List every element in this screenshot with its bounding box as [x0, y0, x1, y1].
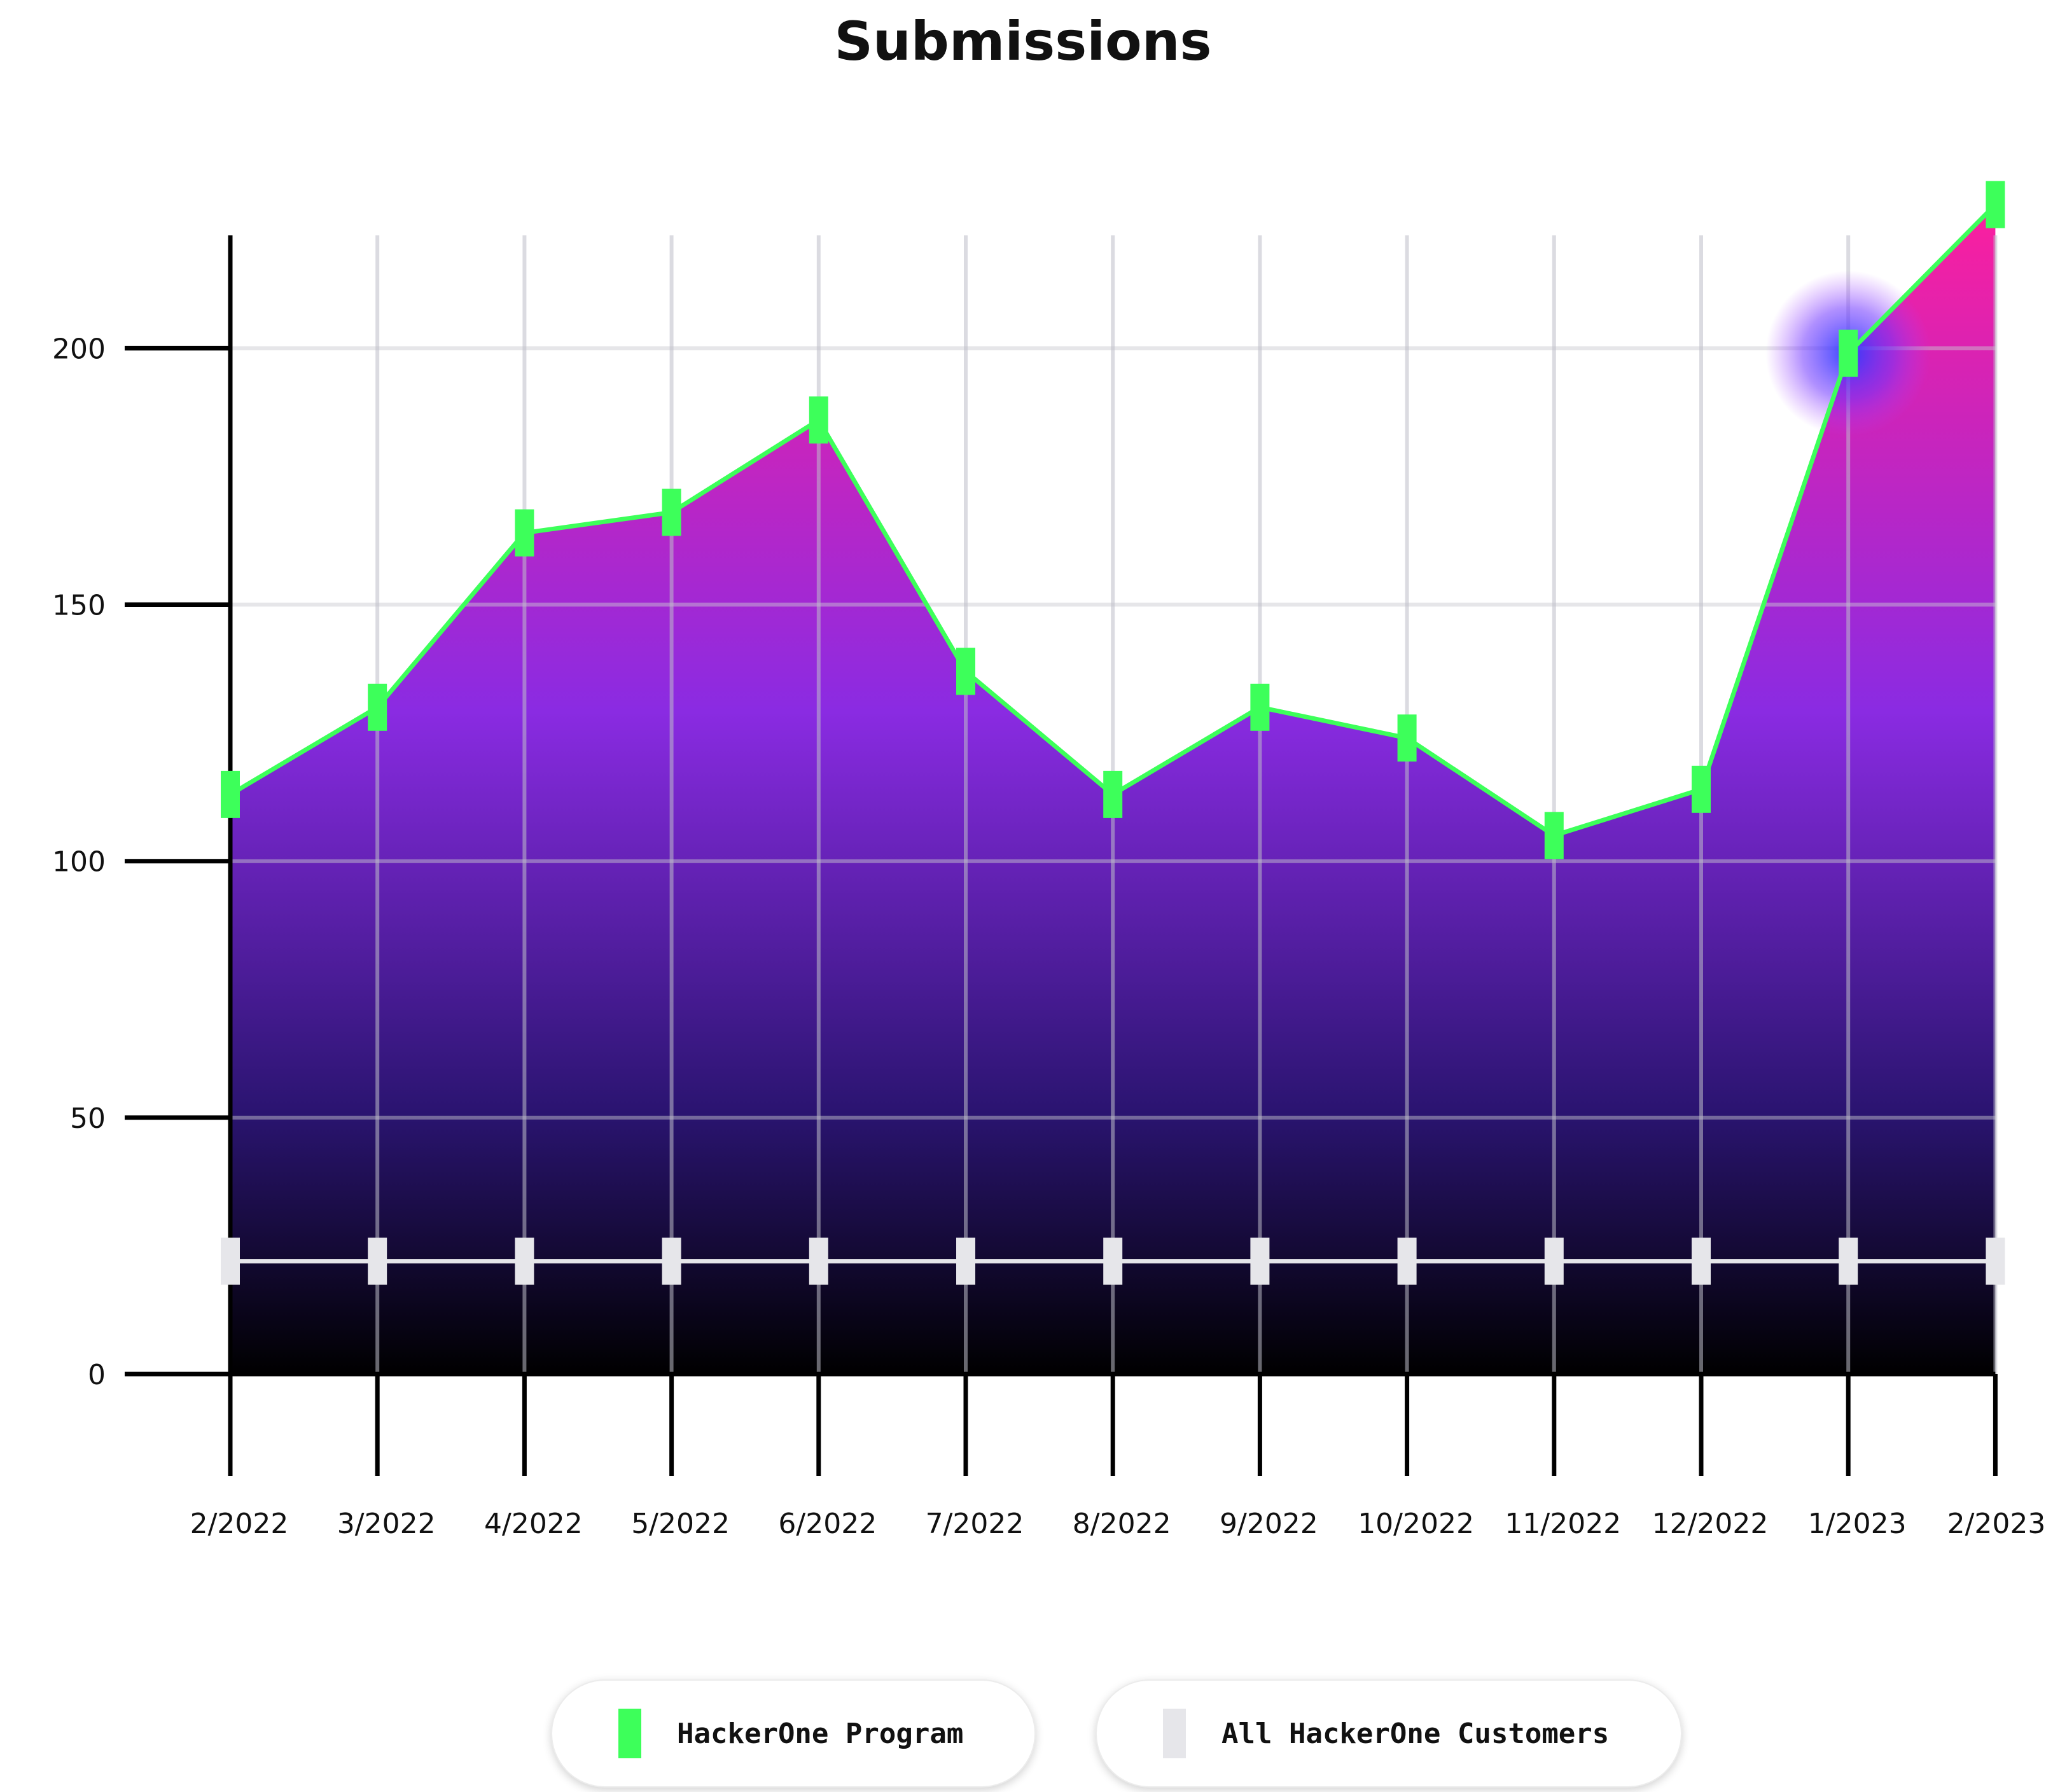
marker-hackerone-program [662, 489, 681, 536]
x-tick-label: 12/2022 [1652, 1508, 1769, 1540]
x-tick-label: 8/2022 [1073, 1508, 1171, 1540]
marker-hackerone-program [809, 396, 828, 444]
marker-all-customers [956, 1237, 975, 1285]
marker-hackerone-program [1986, 181, 2005, 228]
chart-title: Submissions [834, 10, 1212, 73]
legend-item-all-customers[interactable]: All HackerOne Customers [1096, 1679, 1682, 1788]
x-tick-label: 11/2022 [1505, 1508, 1621, 1540]
legend-item-hackerone-program[interactable]: HackerOne Program [551, 1679, 1036, 1788]
x-tick-label: 9/2022 [1220, 1508, 1318, 1540]
marker-all-customers [368, 1237, 387, 1285]
y-tick-label: 50 [70, 1102, 106, 1135]
marker-hackerone-program [1397, 714, 1417, 762]
y-tick-label: 100 [52, 846, 106, 879]
x-tick-label: 2/2022 [190, 1508, 289, 1540]
legend-swatch-hackerone-program [618, 1709, 641, 1758]
marker-hackerone-program [1839, 330, 1858, 377]
x-tick-label: 4/2022 [484, 1508, 583, 1540]
y-tick-label: 0 [88, 1359, 106, 1391]
y-tick-label: 200 [52, 333, 106, 365]
marker-hackerone-program [1692, 765, 1711, 813]
marker-hackerone-program [1544, 812, 1564, 859]
marker-all-customers [1250, 1237, 1270, 1285]
marker-all-customers [809, 1237, 828, 1285]
marker-hackerone-program [515, 509, 534, 557]
marker-all-customers [1397, 1237, 1417, 1285]
marker-hackerone-program [1250, 683, 1270, 731]
x-tick-label: 1/2023 [1808, 1508, 1907, 1540]
marker-all-customers [1986, 1237, 2005, 1285]
marker-hackerone-program [368, 683, 387, 731]
marker-hackerone-program [1103, 770, 1123, 818]
marker-all-customers [1692, 1237, 1711, 1285]
legend-swatch-all-customers [1163, 1709, 1186, 1758]
y-tick-label: 150 [52, 590, 106, 622]
legend-label-hackerone-program: HackerOne Program [677, 1717, 964, 1750]
marker-hackerone-program [956, 648, 975, 695]
x-tick-label: 10/2022 [1358, 1508, 1474, 1540]
marker-all-customers [515, 1237, 534, 1285]
marker-all-customers [662, 1237, 681, 1285]
marker-all-customers [1839, 1237, 1858, 1285]
marker-all-customers [221, 1237, 240, 1285]
x-tick-label: 7/2022 [926, 1508, 1024, 1540]
x-tick-label: 3/2022 [337, 1508, 436, 1540]
x-tick-label: 5/2022 [631, 1508, 730, 1540]
legend-label-all-customers: All HackerOne Customers [1221, 1717, 1610, 1750]
marker-all-customers [1103, 1237, 1123, 1285]
x-tick-label: 2/2023 [1947, 1508, 2046, 1540]
marker-hackerone-program [221, 770, 240, 818]
marker-all-customers [1544, 1237, 1564, 1285]
x-tick-label: 6/2022 [778, 1508, 877, 1540]
